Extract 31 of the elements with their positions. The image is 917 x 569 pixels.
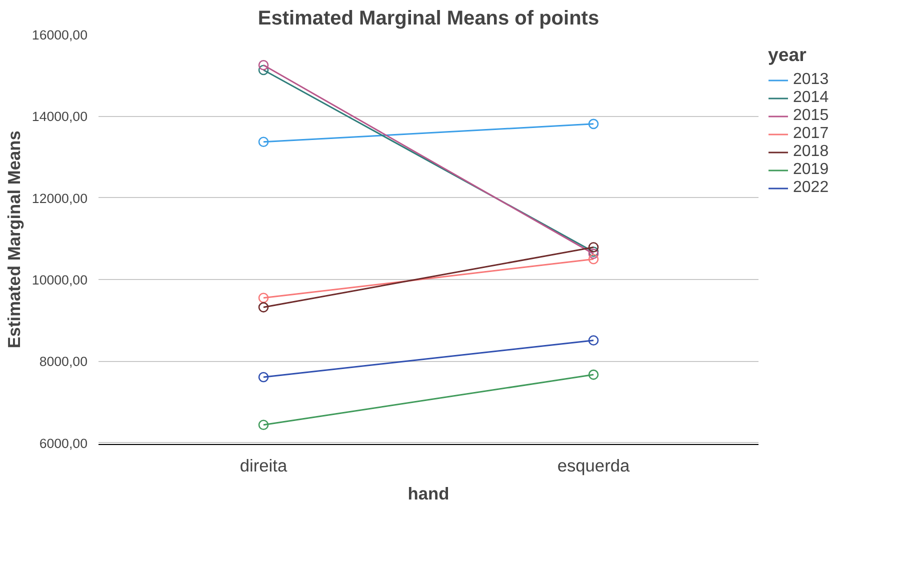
legend-label: 2022 <box>793 179 829 197</box>
point <box>588 370 599 380</box>
point <box>588 242 599 252</box>
point <box>258 64 269 76</box>
point <box>258 136 269 148</box>
legend-label: 2014 <box>793 89 829 107</box>
legend-label: 2017 <box>793 125 829 143</box>
point <box>588 118 599 130</box>
y-tick-label: 16000,00 <box>32 28 88 42</box>
point <box>588 254 599 264</box>
point <box>258 372 269 382</box>
point <box>258 292 269 304</box>
legend-label: 2013 <box>793 71 829 89</box>
y-tick-label: 8000,00 <box>39 354 88 370</box>
legend-label: 2019 <box>793 161 829 179</box>
y-tick-label: 6000,00 <box>39 436 88 451</box>
point <box>258 420 269 430</box>
y-tick-label: 14000,00 <box>32 109 88 124</box>
y-tick-label: 12000,00 <box>32 190 88 206</box>
point <box>588 335 599 346</box>
y-axis-title: Estimated Marginal Means <box>4 130 24 348</box>
legend-label: 2015 <box>793 107 829 125</box>
chart-title: Estimated Marginal Means of points <box>258 8 600 30</box>
x-tick-label: esquerda <box>557 456 630 476</box>
legend-label: 2018 <box>793 143 829 161</box>
legend-title: year <box>768 44 808 66</box>
x-axis-title: hand <box>408 484 450 504</box>
y-tick-label: 10000,00 <box>32 272 88 288</box>
point <box>258 302 269 312</box>
point <box>258 60 269 70</box>
x-tick-label: direita <box>240 456 288 476</box>
